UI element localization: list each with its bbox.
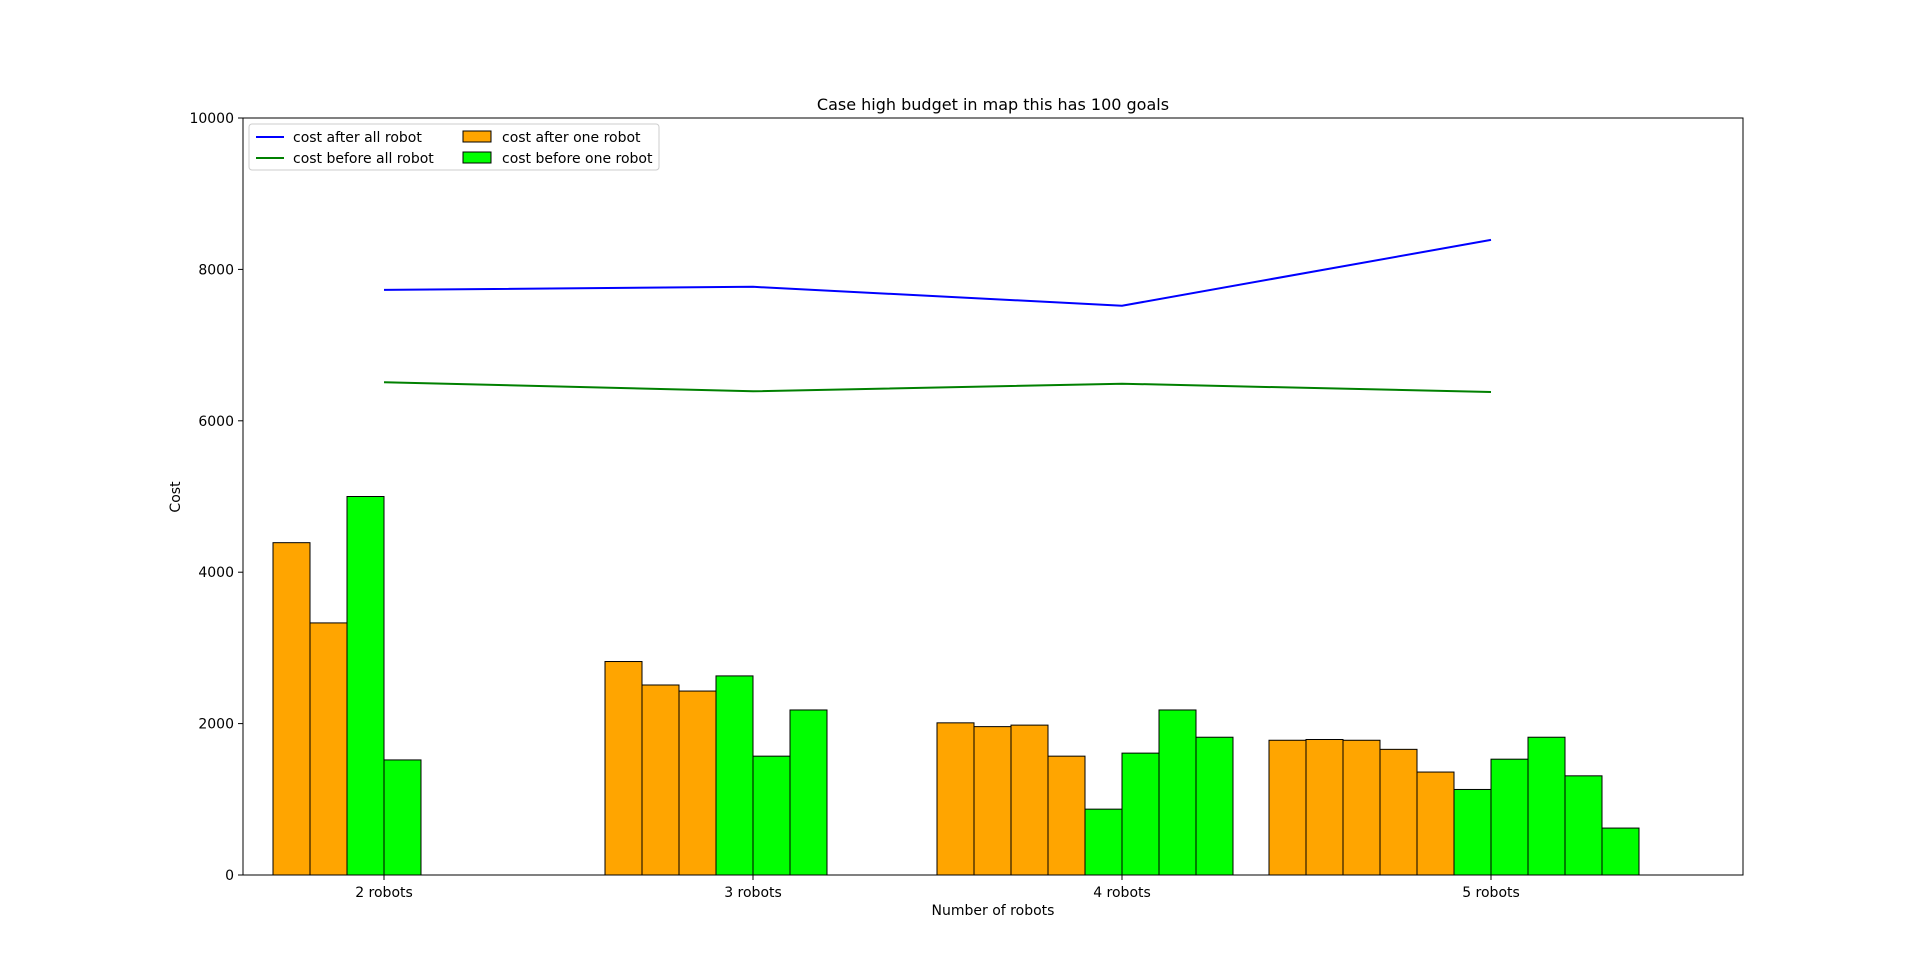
line-series-0 — [383, 238, 1492, 307]
y-axis-label: Cost — [168, 481, 184, 513]
bar-before-one-robot-g2-6 — [1158, 709, 1197, 876]
bar-before-one-robot-g0-2 — [346, 496, 385, 876]
bar-after-one-robot-g1-1 — [641, 684, 680, 876]
line-series-1 — [383, 381, 1492, 394]
bar-after-one-robot-g3-2 — [1342, 739, 1381, 876]
bar-after-one-robot-g3-1 — [1305, 738, 1344, 876]
x-tick-label-1: 3 robots — [724, 885, 782, 901]
bar-after-one-robot-g2-3 — [1047, 755, 1086, 876]
chart-title: Case high budget in map this has 100 goa… — [817, 95, 1169, 114]
x-tick-label-3: 5 robots — [1462, 885, 1520, 901]
legend-label-after-all: cost after all robot — [293, 130, 422, 146]
bar-before-one-robot-g2-4 — [1084, 808, 1123, 876]
plot-area-frame — [242, 117, 1744, 876]
y-tick-label-0: 0 — [225, 868, 234, 884]
bar-after-one-robot-g1-2 — [678, 690, 717, 876]
bar-after-one-robot-g3-4 — [1416, 771, 1455, 876]
bar-before-one-robot-g3-8 — [1564, 775, 1603, 876]
bar-before-one-robot-g3-9 — [1601, 827, 1640, 876]
y-tick-label-4: 8000 — [198, 262, 234, 278]
x-tick-label-0: 2 robots — [355, 885, 413, 901]
bar-after-one-robot-g2-2 — [1010, 724, 1049, 876]
legend-swatch-after-one — [462, 130, 492, 143]
legend-swatch-before-one — [462, 151, 492, 164]
bar-before-one-robot-g3-5 — [1453, 788, 1492, 876]
x-axis: 2 robots 3 robots 4 robots 5 robots — [355, 875, 1520, 901]
y-tick-label-2: 4000 — [198, 565, 234, 581]
bar-after-one-robot-g0-1 — [309, 622, 348, 876]
bar-before-one-robot-g2-7 — [1195, 736, 1234, 876]
legend-box — [248, 123, 660, 171]
bar-after-one-robot-g0-0 — [272, 542, 311, 876]
y-axis: 0 2000 4000 6000 8000 10000 — [189, 111, 243, 884]
legend-label-before-one: cost before one robot — [502, 151, 653, 167]
bar-before-one-robot-g2-5 — [1121, 752, 1160, 876]
x-tick-label-2: 4 robots — [1093, 885, 1151, 901]
bar-before-one-robot-g3-6 — [1490, 758, 1529, 876]
legend-label-after-one: cost after one robot — [502, 130, 641, 146]
bar-after-one-robot-g3-3 — [1379, 748, 1418, 876]
bar-before-one-robot-g1-4 — [752, 755, 791, 876]
bar-after-one-robot-g1-0 — [604, 661, 643, 876]
bar-after-one-robot-g2-1 — [973, 726, 1012, 876]
y-tick-label-5: 10000 — [189, 111, 234, 127]
x-axis-label: Number of robots — [932, 903, 1055, 919]
y-tick-label-3: 6000 — [198, 414, 234, 430]
bars-layer — [272, 496, 1640, 876]
lines-layer — [383, 238, 1492, 394]
bar-after-one-robot-g2-0 — [936, 722, 975, 876]
bar-before-one-robot-g0-3 — [383, 759, 422, 876]
bar-before-one-robot-g3-7 — [1527, 736, 1566, 876]
bar-before-one-robot-g1-5 — [789, 709, 828, 876]
legend-label-before-all: cost before all robot — [293, 151, 434, 167]
y-tick-label-1: 2000 — [198, 717, 234, 733]
legend: cost after all robot cost before all rob… — [248, 123, 660, 171]
bar-after-one-robot-g3-0 — [1268, 739, 1307, 876]
bar-before-one-robot-g1-3 — [715, 675, 754, 876]
